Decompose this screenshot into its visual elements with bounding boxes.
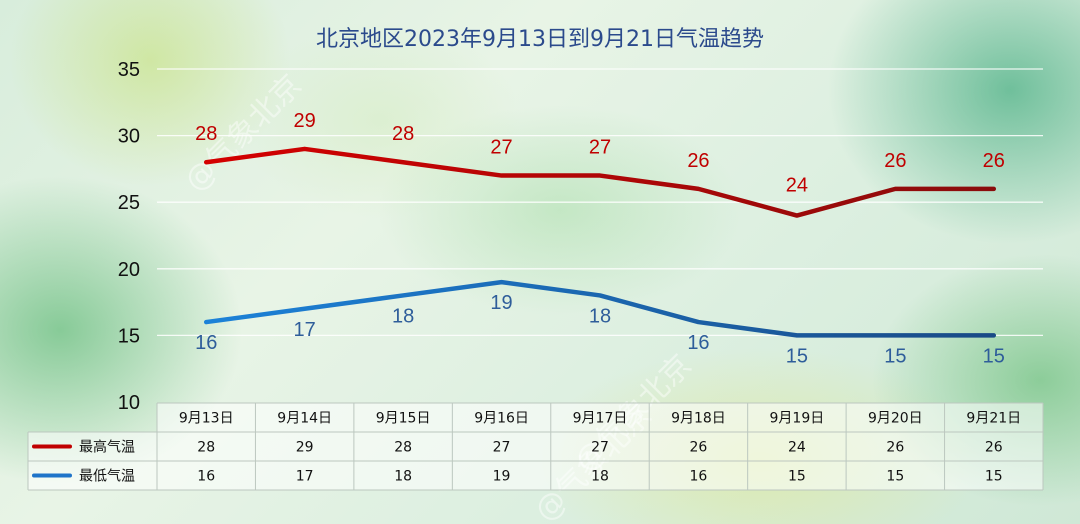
data-label-low: 15	[983, 345, 1005, 367]
table-value-cell: 16	[197, 469, 215, 485]
data-label-high: 26	[884, 150, 906, 172]
data-label-low: 17	[294, 319, 316, 341]
series-line-high	[203, 146, 997, 218]
legend-label: 最高气温	[79, 439, 135, 456]
data-label-high: 26	[687, 150, 709, 172]
table-value-cell: 27	[591, 440, 609, 456]
table-value-cell: 27	[493, 440, 511, 456]
data-label-high: 24	[786, 175, 808, 197]
legend-label: 最低气温	[79, 469, 135, 485]
table-value-cell: 26	[985, 440, 1003, 456]
data-label-low: 19	[490, 292, 512, 314]
y-tick-label: 15	[118, 325, 140, 347]
table-header-cell: 9月15日	[376, 411, 431, 427]
table-value-cell: 28	[394, 440, 412, 456]
data-label-high: 29	[294, 110, 316, 132]
table-value-cell: 18	[591, 469, 609, 485]
data-label-high: 28	[392, 123, 414, 145]
table-header-cell: 9月13日	[179, 411, 234, 427]
table-value-cell: 28	[197, 440, 215, 456]
y-axis-ticks: 10 15 20 25 30 35	[118, 59, 140, 414]
chart-title: 北京地区2023年9月13日到9月21日气温趋势	[316, 27, 764, 52]
series-line-low	[203, 279, 997, 338]
table-value-cell: 19	[493, 469, 511, 485]
y-tick-label: 20	[118, 259, 140, 281]
table-value-cell: 26	[886, 440, 904, 456]
data-label-low: 15	[884, 345, 906, 367]
data-label-low: 15	[786, 345, 808, 367]
table-value-cell: 17	[296, 469, 314, 485]
series-lines	[203, 146, 997, 338]
y-tick-label: 25	[118, 192, 140, 214]
data-table: 9月13日 9月14日 9月15日 9月16日 9月17日 9月18日 9月19日 9月20日…	[27, 402, 1044, 491]
table-value-cell: 16	[690, 469, 708, 485]
data-label-high: 27	[589, 137, 611, 159]
data-label-high: 27	[490, 137, 512, 159]
data-label-low: 18	[392, 305, 414, 327]
y-tick-label: 35	[118, 59, 140, 81]
table-value-cell: 15	[788, 469, 806, 485]
table-header-cell: 9月18日	[671, 411, 726, 427]
table-value-cell: 18	[394, 469, 412, 485]
table-header-cell: 9月16日	[474, 411, 529, 427]
y-tick-label: 10	[118, 392, 140, 414]
table-value-cell: 15	[985, 469, 1003, 485]
table-header-cell: 9月19日	[770, 411, 825, 427]
table-header-bg	[157, 403, 1043, 432]
table-header-cell: 9月14日	[277, 411, 332, 427]
table-value-cell: 24	[788, 440, 806, 456]
table-header-cell: 9月20日	[868, 411, 923, 427]
table-value-cell: 15	[886, 469, 904, 485]
data-labels: 28 29 28 27 27 26 24 26 26 16 17 18 19 18 16 15 15 15	[195, 110, 1005, 367]
data-label-low: 16	[195, 332, 217, 354]
data-label-high: 26	[983, 150, 1005, 172]
table-header-cell: 9月17日	[573, 411, 628, 427]
data-label-low: 18	[589, 305, 611, 327]
data-label-low: 16	[687, 332, 709, 354]
table-header-cell: 9月21日	[966, 411, 1021, 427]
table-value-cell: 26	[690, 440, 708, 456]
data-label-high: 28	[195, 123, 217, 145]
y-tick-label: 30	[118, 126, 140, 148]
table-value-cell: 29	[296, 440, 314, 456]
